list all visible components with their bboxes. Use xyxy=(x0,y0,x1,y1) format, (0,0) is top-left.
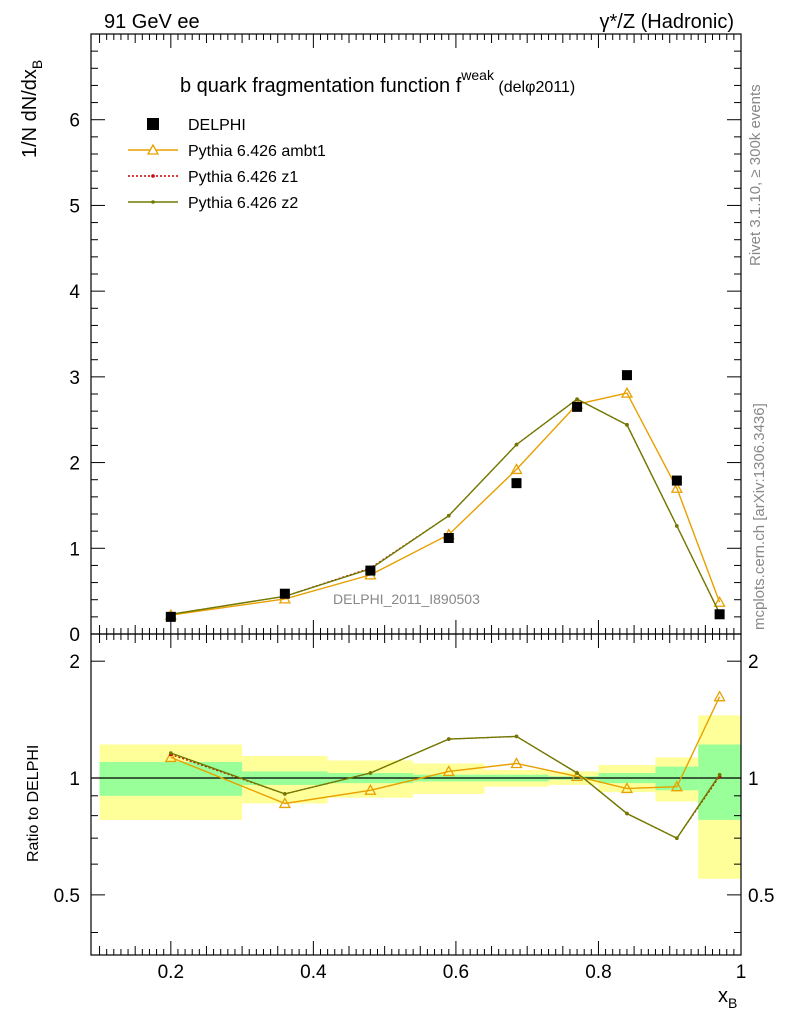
point-main-pythia-6-426-ambt1-6 xyxy=(620,386,634,398)
x-tick-label-2: 0.6 xyxy=(443,962,469,983)
ratio-axis-label: Ratio to DELPHI xyxy=(25,745,42,862)
point-ratio-pythia-6-426-ambt1-6 xyxy=(620,782,634,794)
x-tick-label-1: 0.4 xyxy=(300,962,327,983)
series-line-main-pythia-6-426-ambt1 xyxy=(170,392,721,616)
point-ratio-pythia-6-426-z2-4 xyxy=(514,734,519,739)
series-line-main-pythia-6-426-z1 xyxy=(170,398,721,615)
point-ratio-pythia-6-426-z2-1 xyxy=(283,792,287,796)
y-tick-label-0: 0 xyxy=(69,625,80,646)
band-inner-8 xyxy=(698,744,741,820)
legend-label-2: Pythia 6.426 z1 xyxy=(188,169,298,186)
y-tick-label-5: 5 xyxy=(69,196,80,217)
ratio-tick-label-l-0: 0.5 xyxy=(54,886,80,907)
x-axis-label: xB xyxy=(718,985,737,1011)
data-point-delphi-5 xyxy=(572,401,583,412)
ratio-tick-label-l-2: 2 xyxy=(69,652,80,673)
ratio-tick-label-l-1: 1 xyxy=(69,769,80,790)
series-line-ratio-pythia-6-426-ambt1 xyxy=(170,696,721,805)
y-axis-label: 1/N dN/dxB xyxy=(19,60,45,158)
point-main-pythia-6-426-z2-5 xyxy=(575,397,579,401)
plot-title: b quark fragmentation function fweak (de… xyxy=(180,67,575,97)
ratio-tick-label-r-0: 0.5 xyxy=(748,886,774,907)
legend-marker-3 xyxy=(151,200,155,204)
point-ratio-pythia-6-426-ambt1-1 xyxy=(278,797,291,809)
legend-marker-0 xyxy=(147,118,159,130)
point-ratio-pythia-6-426-z2-3 xyxy=(446,737,451,741)
y-axis-label-sub: B xyxy=(29,60,45,69)
point-main-pythia-6-426-z2-3 xyxy=(446,513,451,518)
band-inner-0 xyxy=(99,761,243,796)
point-ratio-pythia-6-426-ambt1-7 xyxy=(670,780,683,792)
data-point-delphi-6 xyxy=(621,370,632,381)
point-main-pythia-6-426-ambt1-7 xyxy=(670,481,683,493)
tick-labels: 0.2 0.4 0.6 0.8 1 0 1 2 3 4 5 6 0.5 0.5 1 1 2 2 xyxy=(54,111,775,983)
ratio-tick-label-r-1: 1 xyxy=(748,769,759,790)
legend-label-0: DELPHI xyxy=(188,117,246,134)
axis-ticks xyxy=(91,33,742,955)
x-tick-label-3: 0.8 xyxy=(585,962,611,983)
point-ratio-pythia-6-426-ambt1-0 xyxy=(164,751,177,763)
rivet-label: Rivet 3.1.10, ≥ 300k events xyxy=(747,84,764,266)
point-ratio-pythia-6-426-ambt1-8 xyxy=(713,690,726,702)
data-point-delphi-8 xyxy=(714,609,725,620)
legend-marker-1 xyxy=(146,143,160,155)
point-ratio-pythia-6-426-z2-5 xyxy=(575,771,579,775)
point-main-pythia-6-426-z2-4 xyxy=(514,442,519,447)
plot-title-sup: weak xyxy=(460,67,495,83)
data-point-delphi-7 xyxy=(671,475,682,486)
data-point-delphi-0 xyxy=(165,611,176,622)
plot-title-suffix: (delφ2011) xyxy=(494,79,575,96)
point-ratio-pythia-6-426-z2-8 xyxy=(717,772,722,777)
ratio-uncertainty-bands xyxy=(99,715,741,879)
legend-label-1: Pythia 6.426 ambt1 xyxy=(188,143,326,160)
y-tick-label-2: 2 xyxy=(69,454,80,475)
data-point-delphi-1 xyxy=(279,588,290,599)
point-ratio-pythia-6-426-z2-2 xyxy=(368,771,373,775)
point-main-pythia-6-426-z2-7 xyxy=(675,524,679,528)
series-layer xyxy=(164,370,726,840)
series-line-main-pythia-6-426-z2 xyxy=(170,398,721,615)
header-left: 91 GeV ee xyxy=(104,11,200,33)
y-tick-label-4: 4 xyxy=(69,282,80,303)
point-ratio-pythia-6-426-z2-7 xyxy=(675,836,679,840)
ratio-plot-frame xyxy=(90,633,742,956)
mcplots-label: mcplots.cern.ch [arXiv:1306.3436] xyxy=(751,403,768,630)
data-point-delphi-3 xyxy=(443,533,454,543)
ratio-tick-label-r-2: 2 xyxy=(748,652,759,673)
legend-marker-2 xyxy=(151,174,155,178)
point-ratio-pythia-6-426-ambt1-4 xyxy=(510,757,523,769)
header-right: γ*/Z (Hadronic) xyxy=(600,11,734,33)
point-ratio-pythia-6-426-ambt1-3 xyxy=(442,765,455,777)
point-ratio-pythia-6-426-z2-6 xyxy=(625,811,629,816)
legend-label-3: Pythia 6.426 z2 xyxy=(188,195,298,212)
point-main-pythia-6-426-z2-6 xyxy=(625,423,629,427)
y-tick-label-6: 6 xyxy=(69,111,80,132)
legend: DELPHI Pythia 6.426 ambt1 Pythia 6.426 z1 P… xyxy=(128,117,326,212)
y-tick-label-3: 3 xyxy=(69,368,80,389)
y-tick-label-1: 1 xyxy=(69,539,80,560)
data-point-delphi-4 xyxy=(511,478,522,489)
point-ratio-pythia-6-426-z2-0 xyxy=(169,751,173,755)
point-ratio-pythia-6-426-ambt1-2 xyxy=(364,783,377,795)
x-axis-label-sub: B xyxy=(728,995,737,1011)
watermark: DELPHI_2011_I890503 xyxy=(333,591,480,607)
point-main-pythia-6-426-ambt1-4 xyxy=(510,463,523,475)
point-main-pythia-6-426-ambt1-8 xyxy=(713,595,726,607)
x-tick-label-4: 1 xyxy=(736,962,747,983)
plot-title-main: b quark fragmentation function f xyxy=(180,75,462,97)
x-tick-label-0: 0.2 xyxy=(158,962,184,983)
y-axis-label-main: 1/N dN/dx xyxy=(19,69,41,158)
data-point-delphi-2 xyxy=(365,565,376,576)
x-axis-label-main: x xyxy=(718,985,728,1007)
plot-frames xyxy=(90,33,742,956)
